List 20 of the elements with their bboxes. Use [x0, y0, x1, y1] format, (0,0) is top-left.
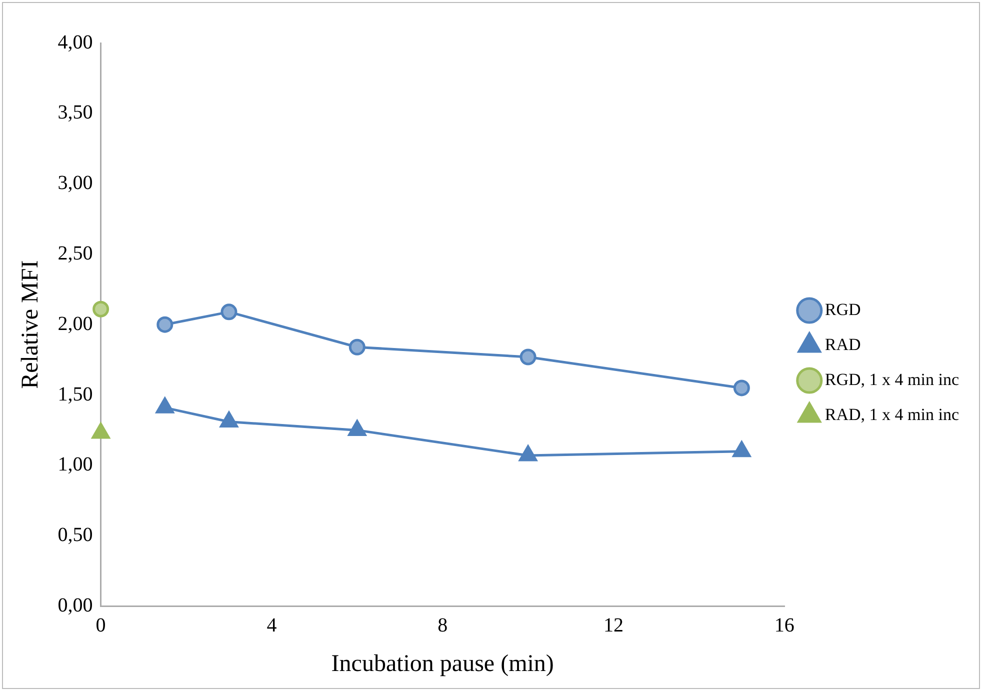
legend-label: RAD, 1 x 4 min inc — [824, 404, 960, 424]
x-tick-label: 0 — [96, 614, 106, 636]
x-tick-label: 16 — [774, 614, 794, 636]
y-tick-label: 1,00 — [58, 454, 93, 476]
legend-label: RGD — [824, 300, 861, 319]
y-tick-label: 2,50 — [58, 242, 93, 264]
y-tick-label: 2,00 — [58, 312, 93, 335]
y-tick-label: 0,50 — [58, 524, 93, 546]
legend-label: RGD, 1 x 4 min inc — [824, 370, 960, 389]
y-tick-label: 1,50 — [58, 383, 93, 406]
y-tick-label: 3,50 — [58, 102, 93, 124]
y-tick-label: 4,00 — [58, 31, 93, 54]
legend-label: RAD — [824, 334, 861, 354]
y-axis-title: Relative MFI — [18, 260, 44, 389]
x-tick-label: 8 — [438, 614, 448, 636]
x-tick-label: 12 — [603, 614, 624, 636]
x-tick-label: 4 — [266, 614, 277, 636]
y-tick-label: 0,00 — [58, 594, 93, 616]
y-tick-label: 3,00 — [58, 172, 93, 194]
x-axis-title: Incubation pause (min) — [331, 650, 554, 677]
